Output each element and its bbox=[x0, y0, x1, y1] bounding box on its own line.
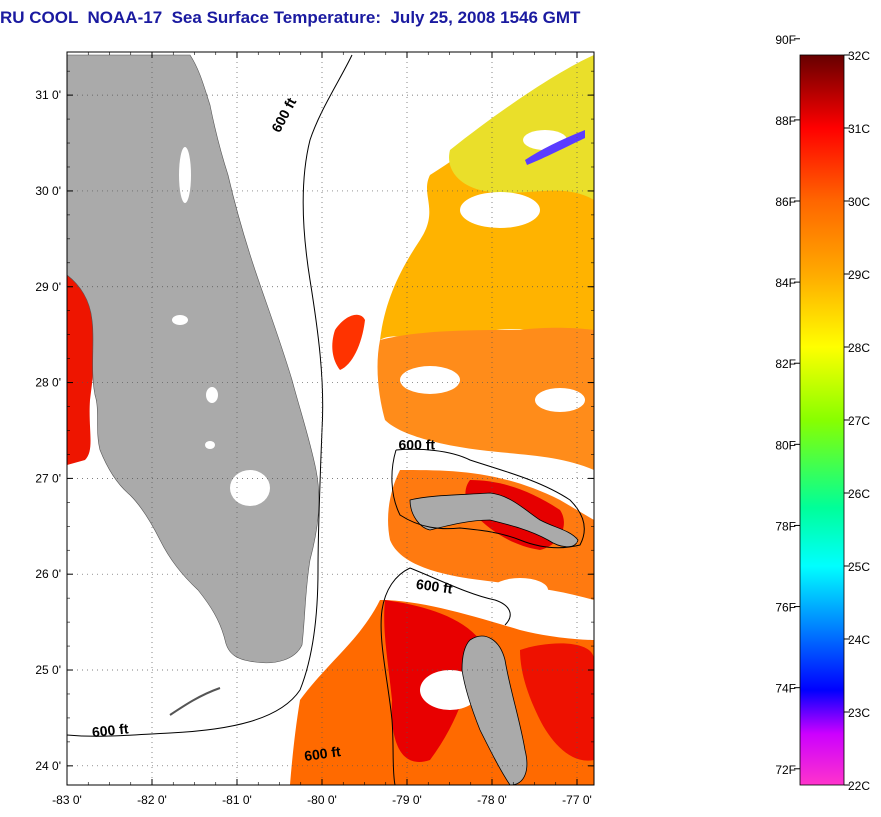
colorbar-label-fahrenheit: 76F bbox=[775, 601, 796, 615]
contour-lines bbox=[67, 54, 585, 785]
colorbar bbox=[799, 54, 845, 786]
colorbar-label-celsius: 24C bbox=[848, 633, 870, 647]
y-tick-label: 28 0' bbox=[35, 376, 61, 390]
inland-lake bbox=[206, 387, 218, 403]
y-tick-label: 24 0' bbox=[35, 759, 61, 773]
contour-line-florida bbox=[67, 54, 353, 737]
colorbar-label-fahrenheit: 82F bbox=[775, 357, 796, 371]
y-tick-label: 25 0' bbox=[35, 663, 61, 677]
contour-label: 600 ft bbox=[415, 576, 454, 597]
colorbar-label-celsius: 28C bbox=[848, 341, 870, 355]
colorbar-label-fahrenheit: 78F bbox=[775, 519, 796, 533]
sst-region-central bbox=[377, 327, 594, 470]
colorbar-label-celsius: 22C bbox=[848, 779, 870, 793]
map-title: RU COOL NOAA-17 Sea Surface Temperature:… bbox=[0, 8, 581, 27]
colorbar-label-celsius: 23C bbox=[848, 706, 870, 720]
sst-region-west-coast bbox=[67, 270, 96, 465]
colorbar-label-celsius: 25C bbox=[848, 560, 870, 574]
x-tick-label: -79 0' bbox=[392, 793, 422, 807]
contour-label: 600 ft bbox=[399, 437, 436, 453]
colorbar-label-fahrenheit: 84F bbox=[775, 276, 796, 290]
x-tick-label: -77 0' bbox=[562, 793, 592, 807]
inland-lake bbox=[172, 315, 188, 325]
plot-frame bbox=[66, 51, 595, 786]
y-tick-label: 30 0' bbox=[35, 184, 61, 198]
inland-lake bbox=[179, 147, 191, 203]
colorbar-label-celsius: 32C bbox=[848, 49, 870, 63]
sst-region-yellow-north bbox=[449, 55, 594, 200]
sst-data-layer bbox=[67, 54, 594, 785]
axis-ticks: -83 0' -82 0' -81 0' -80 0' -79 0' -78 0' -77 … bbox=[35, 52, 594, 807]
colorbar-label-fahrenheit: 74F bbox=[775, 682, 796, 696]
x-tick-label: -78 0' bbox=[477, 793, 507, 807]
colorbar-labels: 32C 31C 30C 29C 28C 27C 26C 25C 24C 23C 22C 90F 88F 8… bbox=[775, 33, 870, 793]
colorbar-label-fahrenheit: 72F bbox=[775, 763, 796, 777]
contour-line-great-bahama-2 bbox=[409, 567, 511, 626]
contour-label: 600 ft bbox=[303, 743, 342, 764]
x-tick-label: -80 0' bbox=[307, 793, 337, 807]
x-tick-label: -81 0' bbox=[222, 793, 252, 807]
contour-label: 600 ft bbox=[91, 720, 129, 740]
y-tick-label: 31 0' bbox=[35, 88, 61, 102]
cloud-blob bbox=[400, 366, 460, 394]
florida-land bbox=[67, 54, 320, 664]
florida-keys bbox=[169, 687, 221, 716]
colorbar-label-celsius: 26C bbox=[848, 487, 870, 501]
colorbar-label-celsius: 29C bbox=[848, 268, 870, 282]
colorbar-label-celsius: 27C bbox=[848, 414, 870, 428]
colorbar-label-fahrenheit: 80F bbox=[775, 438, 796, 452]
colorbar-label-fahrenheit: 86F bbox=[775, 195, 796, 209]
cloud-blob bbox=[492, 578, 548, 602]
contour-line-great-bahama bbox=[380, 567, 411, 785]
colorbar-label-fahrenheit: 90F bbox=[775, 33, 796, 47]
y-tick-label: 27 0' bbox=[35, 471, 61, 485]
sst-region-patch bbox=[332, 314, 365, 370]
lake-okeechobee bbox=[230, 470, 270, 506]
y-tick-label: 29 0' bbox=[35, 280, 61, 294]
contour-line-little-bahama bbox=[391, 448, 585, 549]
sst-region-southeast-red bbox=[520, 643, 594, 761]
cloud-blob bbox=[460, 192, 540, 228]
colorbar-label-fahrenheit: 88F bbox=[775, 114, 796, 128]
x-tick-label: -83 0' bbox=[52, 793, 82, 807]
y-tick-label: 26 0' bbox=[35, 567, 61, 581]
inland-lake bbox=[205, 441, 215, 449]
cloud-blob bbox=[535, 388, 585, 412]
colorbar-label-celsius: 30C bbox=[848, 195, 870, 209]
colorbar-label-celsius: 31C bbox=[848, 122, 870, 136]
sst-cool-streak bbox=[525, 130, 585, 165]
x-tick-label: -82 0' bbox=[137, 793, 167, 807]
